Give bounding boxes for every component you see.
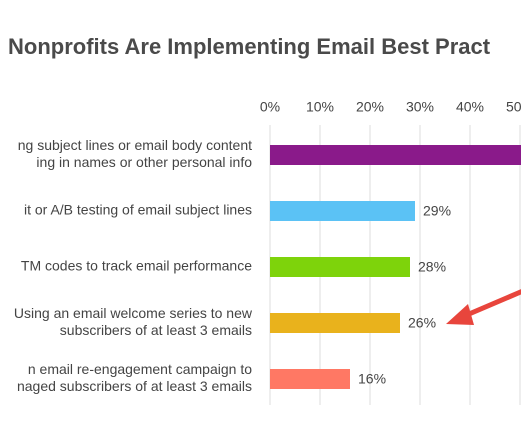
category-label: ing in names or other personal info	[36, 154, 252, 170]
x-tick-label: 20%	[356, 99, 384, 115]
x-tick-label: 30%	[406, 99, 434, 115]
category-label: subscribers of at least 3 emails	[60, 322, 252, 338]
bar	[270, 257, 410, 277]
category-label: n email re-engagement campaign to	[28, 361, 252, 377]
chart-title: Nonprofits Are Implementing Email Best P…	[8, 34, 491, 59]
x-tick-label: 40%	[456, 99, 484, 115]
category-label: it or A/B testing of email subject lines	[24, 202, 252, 218]
x-tick-label: 0%	[260, 99, 280, 115]
value-label: 26%	[408, 315, 436, 331]
annotation-arrow	[446, 289, 521, 325]
x-tick-label: 10%	[306, 99, 334, 115]
bar	[270, 201, 415, 221]
value-label: 28%	[418, 259, 446, 275]
category-label: ng subject lines or email body content	[18, 137, 252, 153]
category-label: naged subscribers of at least 3 emails	[17, 378, 252, 394]
x-tick-label: 50%	[506, 99, 521, 115]
value-label: 29%	[423, 203, 451, 219]
bar	[270, 313, 400, 333]
value-label: 16%	[358, 371, 386, 387]
bar	[270, 369, 350, 389]
bar	[270, 145, 521, 165]
category-label: Using an email welcome series to new	[14, 305, 253, 321]
category-label: TM codes to track email performance	[21, 258, 252, 274]
